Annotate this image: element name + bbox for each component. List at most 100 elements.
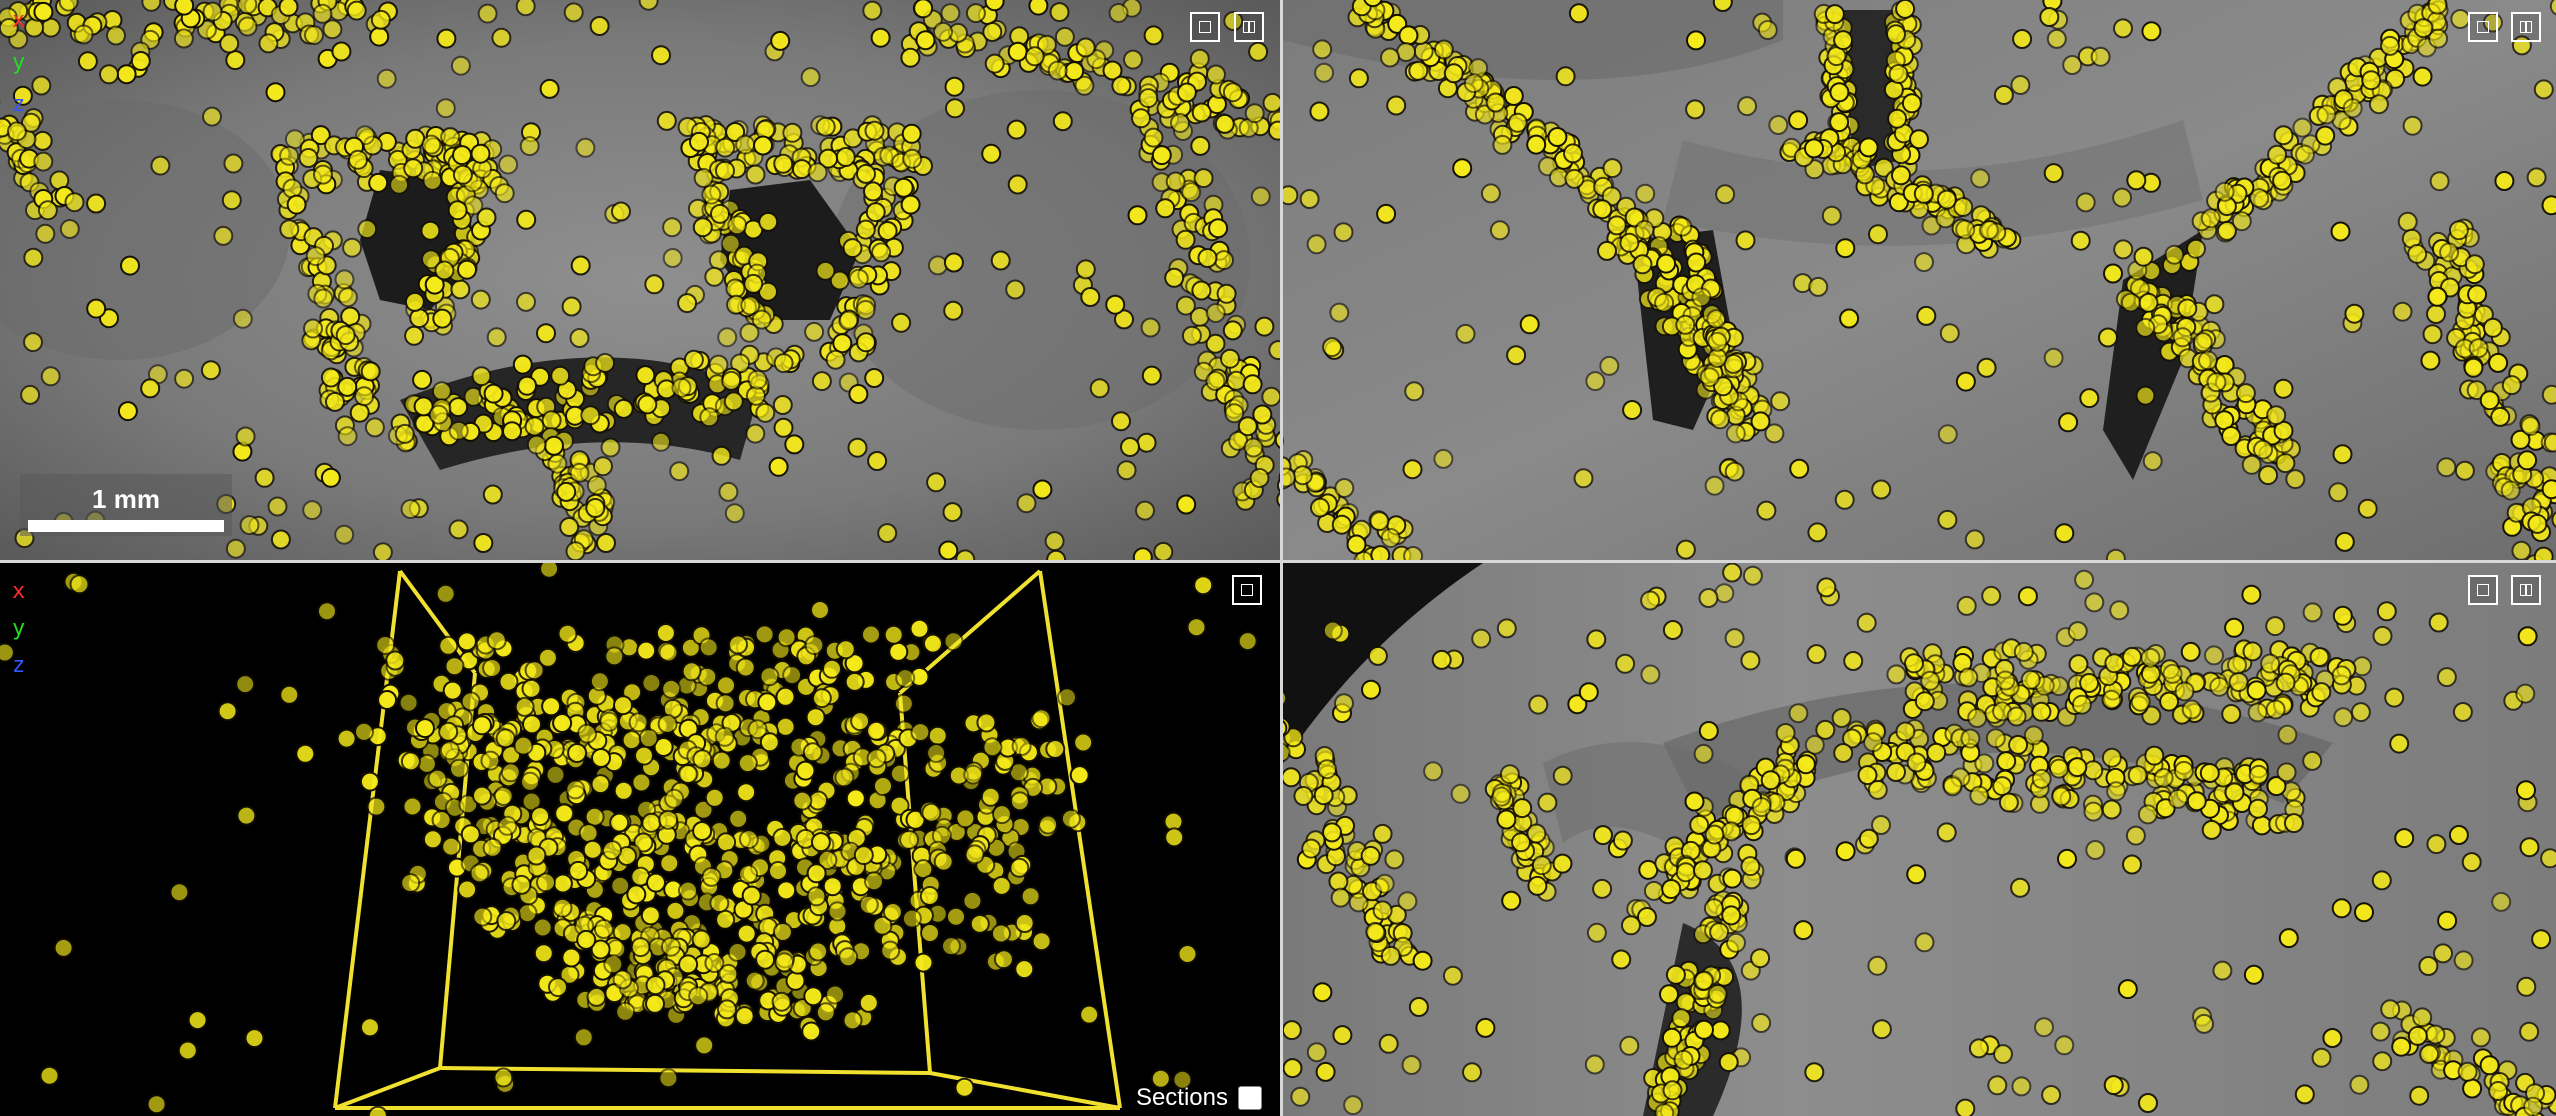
point-marker[interactable] xyxy=(1242,374,1263,395)
point-marker[interactable] xyxy=(1586,629,1607,650)
point-marker[interactable] xyxy=(1283,727,1304,748)
point-marker[interactable] xyxy=(420,220,441,241)
point-marker[interactable] xyxy=(1261,386,1280,407)
point-marker[interactable] xyxy=(2214,181,2235,202)
sections-toggle[interactable]: Sections xyxy=(1136,1084,1262,1112)
point-marker[interactable] xyxy=(728,634,748,655)
point-marker[interactable] xyxy=(810,832,831,853)
point-marker[interactable] xyxy=(1170,113,1190,133)
point-marker[interactable] xyxy=(1491,786,1512,807)
point-marker[interactable] xyxy=(1014,913,1035,933)
point-marker[interactable] xyxy=(638,0,659,11)
point-marker[interactable] xyxy=(1031,708,1052,729)
point-marker[interactable] xyxy=(1593,825,1613,846)
point-marker[interactable] xyxy=(470,143,491,164)
point-marker[interactable] xyxy=(2294,1084,2315,1105)
point-marker[interactable] xyxy=(708,354,729,375)
point-marker[interactable] xyxy=(404,291,425,312)
point-marker[interactable] xyxy=(1873,157,1894,178)
point-marker[interactable] xyxy=(945,98,965,119)
point-marker[interactable] xyxy=(612,922,633,943)
point-marker[interactable] xyxy=(1914,932,1935,953)
point-marker[interactable] xyxy=(404,325,425,346)
point-marker[interactable] xyxy=(2332,605,2353,626)
point-marker[interactable] xyxy=(2350,702,2371,723)
point-marker[interactable] xyxy=(431,810,452,830)
point-marker[interactable] xyxy=(1111,411,1131,432)
point-marker[interactable] xyxy=(1102,60,1123,81)
point-marker[interactable] xyxy=(1116,460,1137,481)
point-marker[interactable] xyxy=(2258,465,2279,486)
point-marker[interactable] xyxy=(1721,821,1742,842)
point-marker[interactable] xyxy=(376,68,397,89)
point-marker[interactable] xyxy=(1757,20,1778,40)
point-marker[interactable] xyxy=(1138,88,1159,109)
panel-divider-vertical[interactable] xyxy=(1280,0,1283,1116)
point-marker[interactable] xyxy=(498,154,519,175)
point-marker[interactable] xyxy=(436,28,457,49)
sections-checkbox[interactable] xyxy=(1238,1086,1262,1110)
point-marker[interactable] xyxy=(400,499,421,519)
point-marker[interactable] xyxy=(1995,670,2016,691)
point-marker[interactable] xyxy=(743,273,764,294)
point-marker[interactable] xyxy=(348,149,368,170)
slice-view-top-right[interactable] xyxy=(1283,0,2556,560)
point-marker[interactable] xyxy=(1868,224,1888,245)
point-marker[interactable] xyxy=(58,0,79,12)
point-marker[interactable] xyxy=(2448,220,2469,241)
point-marker[interactable] xyxy=(923,633,943,654)
point-marker[interactable] xyxy=(438,635,459,656)
point-marker[interactable] xyxy=(2098,327,2118,348)
point-marker[interactable] xyxy=(2392,301,2413,322)
point-marker[interactable] xyxy=(665,900,686,921)
point-marker[interactable] xyxy=(1175,229,1196,250)
point-marker[interactable] xyxy=(1936,822,1957,843)
point-marker[interactable] xyxy=(2135,317,2156,338)
point-marker[interactable] xyxy=(2043,347,2064,368)
point-marker[interactable] xyxy=(422,170,443,191)
point-marker[interactable] xyxy=(1074,75,1095,96)
point-marker[interactable] xyxy=(2112,187,2133,208)
point-marker[interactable] xyxy=(1996,751,2017,772)
point-marker[interactable] xyxy=(657,713,678,734)
point-marker[interactable] xyxy=(740,295,761,316)
point-marker[interactable] xyxy=(2394,828,2415,849)
point-marker[interactable] xyxy=(73,24,94,45)
point-marker[interactable] xyxy=(493,786,514,806)
point-marker[interactable] xyxy=(2062,55,2083,75)
point-marker[interactable] xyxy=(1006,119,1027,140)
point-marker[interactable] xyxy=(2010,75,2031,95)
point-marker[interactable] xyxy=(150,155,171,176)
point-marker[interactable] xyxy=(1243,437,1264,458)
point-marker[interactable] xyxy=(1707,331,1728,352)
point-marker[interactable] xyxy=(1737,96,1758,117)
point-marker[interactable] xyxy=(1751,1013,1772,1033)
point-marker[interactable] xyxy=(2519,1021,2540,1042)
point-marker[interactable] xyxy=(2409,1085,2430,1106)
point-marker[interactable] xyxy=(582,839,603,860)
point-marker[interactable] xyxy=(964,844,985,865)
point-marker[interactable] xyxy=(521,791,542,812)
point-marker[interactable] xyxy=(602,840,623,861)
point-marker[interactable] xyxy=(369,26,390,47)
point-marker[interactable] xyxy=(715,160,735,181)
point-marker[interactable] xyxy=(976,712,997,733)
point-marker[interactable] xyxy=(522,714,542,735)
point-marker[interactable] xyxy=(539,78,560,99)
point-marker[interactable] xyxy=(2101,799,2122,820)
point-marker[interactable] xyxy=(1214,250,1234,271)
point-marker[interactable] xyxy=(2241,454,2262,475)
point-marker[interactable] xyxy=(815,1002,836,1023)
point-marker[interactable] xyxy=(33,1,54,22)
point-marker[interactable] xyxy=(1512,798,1533,819)
point-marker[interactable] xyxy=(53,937,74,958)
point-marker[interactable] xyxy=(1293,786,1314,806)
point-marker[interactable] xyxy=(1398,25,1419,46)
point-marker[interactable] xyxy=(1038,814,1059,835)
point-marker[interactable] xyxy=(1795,754,1816,775)
point-marker[interactable] xyxy=(536,323,556,344)
point-marker[interactable] xyxy=(1597,240,1617,261)
point-marker[interactable] xyxy=(963,764,984,785)
point-marker[interactable] xyxy=(2479,390,2500,411)
point-marker[interactable] xyxy=(1075,37,1096,58)
